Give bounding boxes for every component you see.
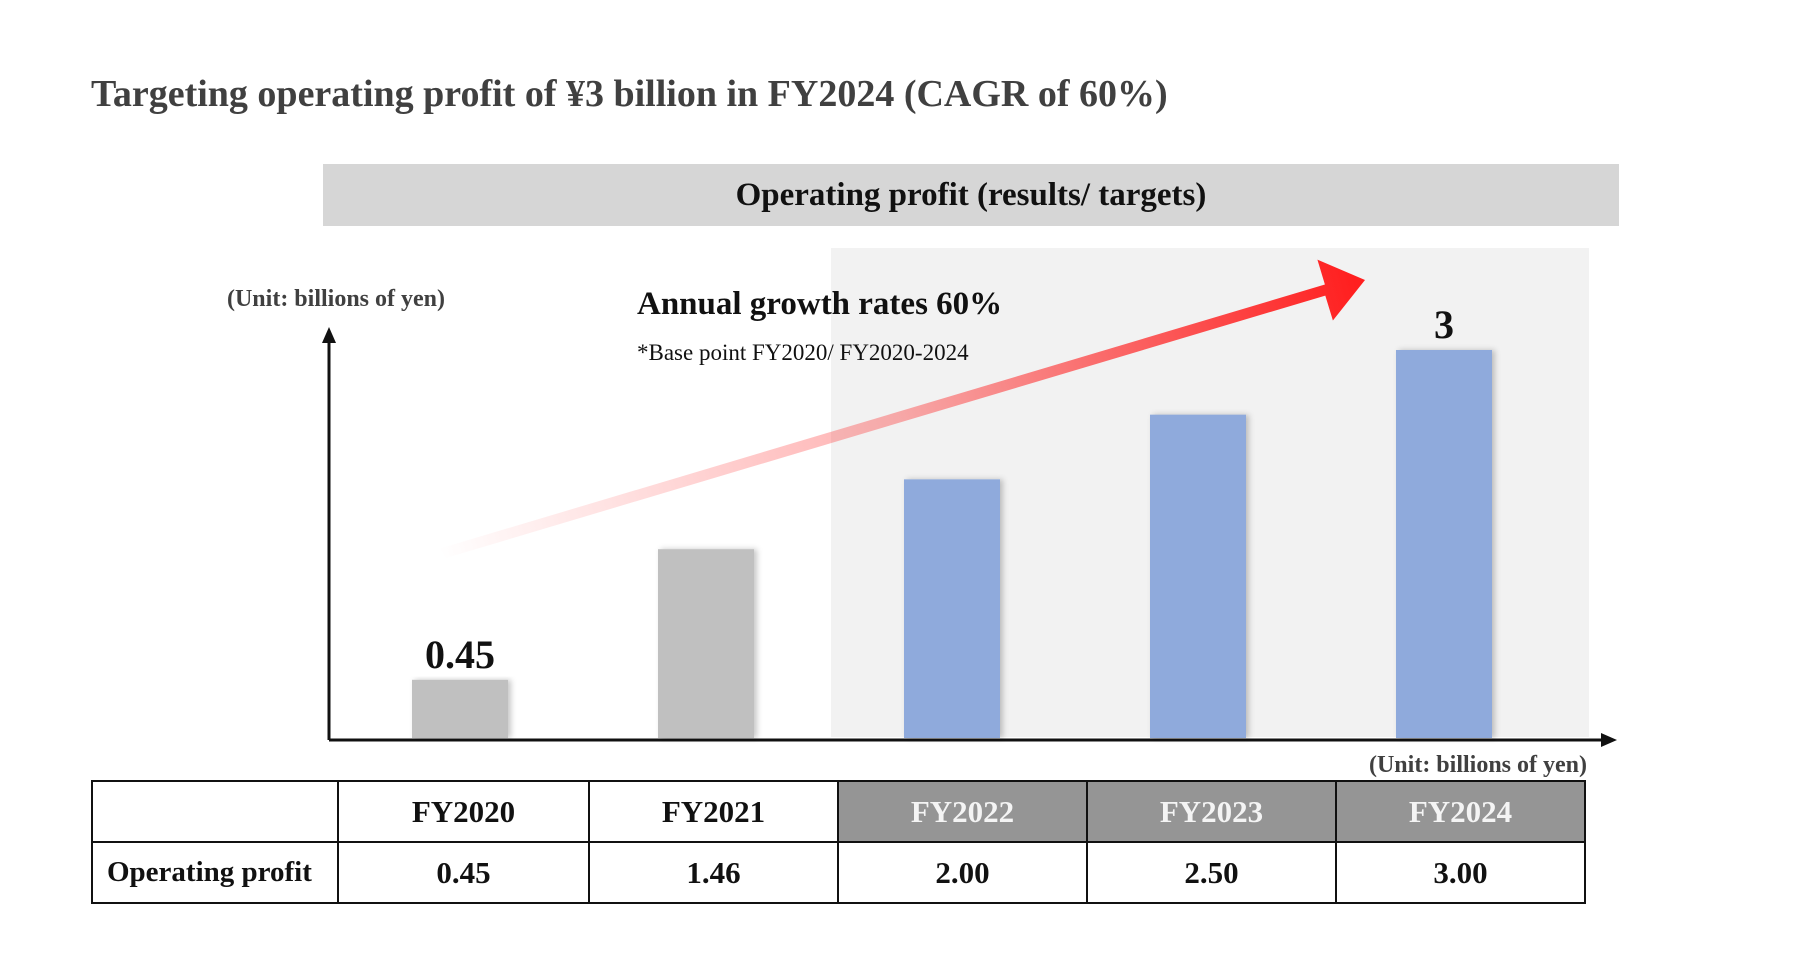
y-axis-arrowhead <box>322 327 336 343</box>
bar-fy2022 <box>904 479 1000 738</box>
operating-profit-table: FY2020 FY2021 FY2022 FY2023 FY2024 Opera… <box>91 780 1586 904</box>
table-unit-label: (Unit: billions of yen) <box>1369 752 1587 778</box>
bar-fy2024 <box>1396 350 1492 738</box>
table-header-row: FY2020 FY2021 FY2022 FY2023 FY2024 <box>91 780 1586 843</box>
table-corner-cell <box>91 780 339 843</box>
x-axis-arrowhead <box>1601 733 1617 747</box>
growth-rate-note: *Base point FY2020/ FY2020-2024 <box>637 340 969 365</box>
table-cell: 2.00 <box>837 841 1088 904</box>
growth-rate-title: Annual growth rates 60% <box>637 286 1002 322</box>
bar-fy2023 <box>1150 414 1246 738</box>
bar-fy2021 <box>658 549 754 738</box>
growth-arrow <box>440 259 1365 558</box>
bar-fy2020 <box>412 679 508 738</box>
table-header-cell: FY2022 <box>837 780 1088 843</box>
data-label-fy2020: 0.45 <box>425 632 495 677</box>
y-axis-unit-label: (Unit: billions of yen) <box>227 286 445 312</box>
chart-header: Operating profit (results/ targets) <box>323 164 1619 226</box>
table-cell: 1.46 <box>588 841 839 904</box>
table-cell: 0.45 <box>337 841 590 904</box>
data-label-fy2024: 3 <box>1434 302 1454 347</box>
table-cell: 2.50 <box>1086 841 1337 904</box>
table-header-cell: FY2024 <box>1335 780 1586 843</box>
table-row-label: Operating profit <box>91 841 339 904</box>
table-header-cell: FY2023 <box>1086 780 1337 843</box>
table-header-cell: FY2020 <box>337 780 590 843</box>
table-header-cell: FY2021 <box>588 780 839 843</box>
table-cell: 3.00 <box>1335 841 1586 904</box>
page-title: Targeting operating profit of ¥3 billion… <box>91 73 1168 115</box>
table-row: Operating profit 0.45 1.46 2.00 2.50 3.0… <box>91 841 1586 904</box>
